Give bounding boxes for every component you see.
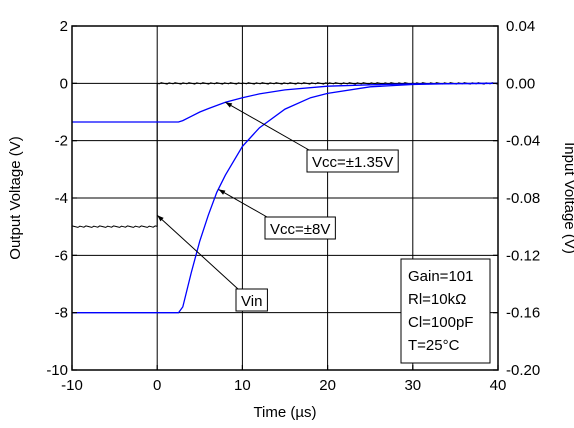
y-left-tick-label: -4 [55, 190, 68, 207]
x-tick-label: 20 [319, 377, 336, 394]
y-axis-left-title: Output Voltage (V) [7, 136, 24, 259]
annotation-0: Vcc=±1.35V [225, 101, 399, 173]
conditions-frame [400, 258, 491, 364]
x-tick-label: 30 [404, 377, 421, 394]
x-tick-label: 40 [490, 377, 507, 394]
annotation-2: Vin [156, 214, 268, 312]
y-right-tick-label: -0.16 [506, 305, 540, 322]
x-tick-label: 0 [153, 377, 161, 394]
y-right-tick-label: -0.12 [506, 247, 540, 264]
condition-line: Rl=10kΩ [408, 291, 466, 308]
annotation-arrowhead [225, 102, 233, 108]
conditions-box: Gain=101 Rl=10kΩ Cl=100pF T=25°C [400, 258, 491, 364]
series-line-1 [72, 82, 499, 123]
annotation-arrowhead [157, 215, 164, 222]
y-left-tick-label: -10 [46, 362, 68, 379]
x-tick-label: 10 [234, 377, 251, 394]
series-layer [71, 81, 499, 314]
y-right-tick-label: 0.00 [506, 75, 535, 92]
series-line-2 [72, 82, 499, 314]
y-right-tick-label: -0.04 [506, 133, 540, 150]
annotation-arrow [218, 188, 268, 218]
annotation-arrow [156, 214, 239, 290]
y-right-tick-label: -0.20 [506, 362, 540, 379]
annotation-label: Vin [241, 293, 262, 310]
axis-ticks: -10 0 10 20 30 4020-2-4-6-8-100.040.00-0.04-0… [46, 18, 540, 394]
annotation-1: Vcc=±8V [218, 188, 336, 240]
annotation-arrowhead [218, 189, 226, 195]
y-left-tick-label: 2 [60, 18, 68, 35]
condition-line: Cl=100pF [408, 314, 473, 331]
series-line-0 [71, 81, 499, 228]
y-right-tick-label: 0.04 [506, 18, 535, 35]
y-left-tick-label: -6 [55, 247, 68, 264]
y-axis-right-title: Input Voltage (V) [561, 142, 574, 254]
x-tick-label: -10 [61, 377, 83, 394]
annotation-box [264, 216, 336, 240]
y-left-tick-label: -2 [55, 133, 68, 150]
annotation-box [306, 149, 399, 173]
annotation-label: Vcc=±8V [270, 221, 330, 238]
y-left-tick-label: -8 [55, 305, 68, 322]
condition-line: Gain=101 [408, 268, 473, 285]
annotations: Vcc=±1.35V Vcc=±8V Vin [156, 101, 399, 312]
annotation-box [235, 288, 268, 312]
y-left-tick-label: 0 [60, 75, 68, 92]
y-right-tick-label: -0.08 [506, 190, 540, 207]
condition-line: T=25°C [408, 337, 460, 354]
annotation-label: Vcc=±1.35V [312, 154, 393, 171]
annotation-arrow [225, 101, 310, 151]
x-axis-title: Time (µs) [253, 404, 316, 421]
